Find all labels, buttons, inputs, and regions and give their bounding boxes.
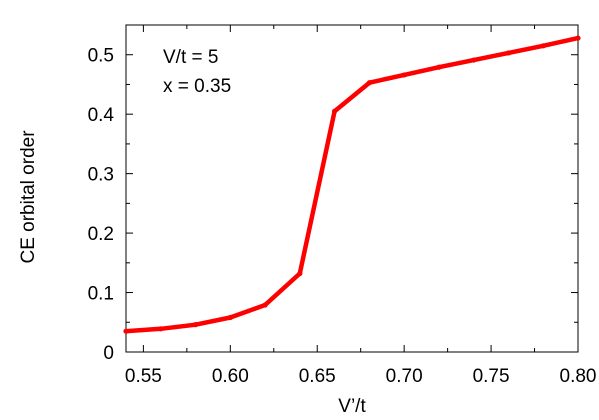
data-point: [540, 43, 546, 49]
data-point: [297, 270, 303, 277]
plot-frame: [125, 24, 579, 353]
y-tick-label: 0.4: [88, 105, 115, 126]
x-tick-label: 0.75: [473, 366, 510, 387]
y-axis-label: CE orbital order: [18, 130, 39, 264]
y-tick-label: 0.5: [88, 46, 114, 67]
series-line: [123, 35, 581, 334]
series-layer: [123, 35, 581, 334]
data-point: [123, 328, 129, 334]
y-tick-label: 0.3: [88, 165, 114, 186]
x-tick-label: 0.65: [299, 366, 336, 387]
y-tick-label: 0: [103, 343, 114, 364]
plot-border: [125, 24, 579, 353]
data-point: [262, 302, 268, 308]
data-point: [471, 57, 477, 63]
data-point: [436, 64, 442, 70]
data-point: [158, 326, 164, 332]
annotation-vt: V/t = 5: [163, 47, 218, 68]
annotation-x: x = 0.35: [163, 76, 231, 97]
x-axis-label: V’/t: [338, 396, 366, 417]
x-ticks: 0.55 0.60 0.65 0.70 0.75 0.80: [125, 25, 597, 387]
data-point: [575, 35, 581, 41]
x-tick-label: 0.55: [125, 366, 162, 387]
x-tick-label: 0.70: [386, 366, 423, 387]
y-tick-label: 0.2: [88, 224, 114, 245]
data-point: [401, 72, 407, 78]
y-tick-label: 0.1: [88, 284, 114, 305]
data-point: [366, 80, 372, 86]
data-point: [332, 108, 338, 114]
x-tick-label: 0.60: [212, 366, 249, 387]
data-point: [192, 322, 199, 328]
data-point: [227, 314, 233, 321]
data-point: [505, 50, 512, 56]
y-ticks: 0 0.1 0.2 0.3 0.4 0.5: [88, 24, 578, 364]
x-tick-label: 0.80: [560, 366, 597, 387]
